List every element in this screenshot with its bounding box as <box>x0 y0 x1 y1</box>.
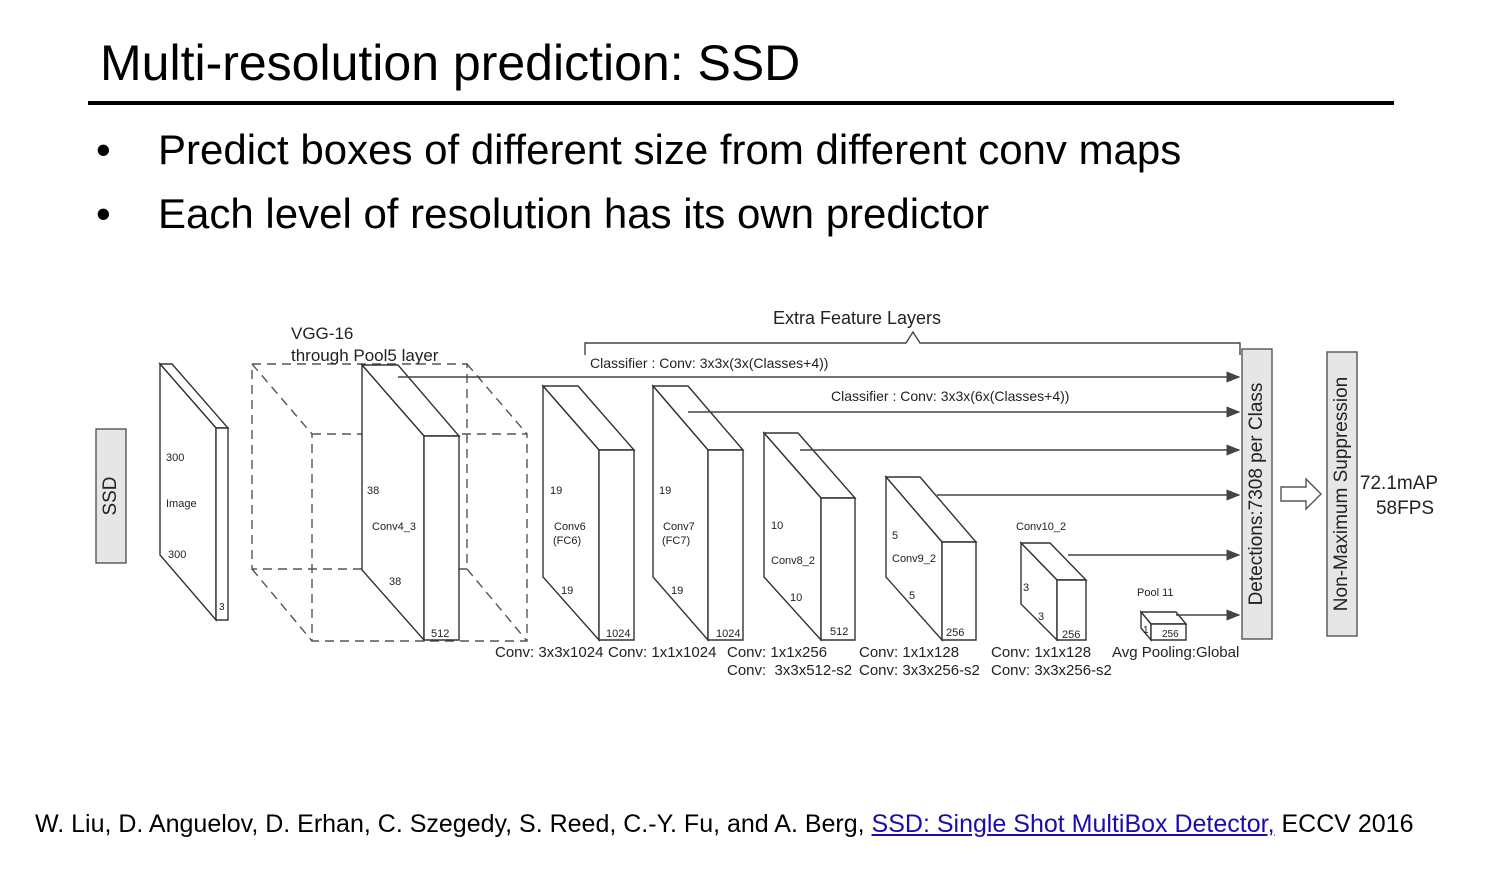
conv10-2-height-label: 3 <box>1023 582 1029 594</box>
nms-label: Non-Maximum Suppression <box>1331 377 1352 611</box>
op-label: Conv: 3x3x256-s2 <box>991 662 1112 679</box>
image-width-label: 300 <box>168 549 186 561</box>
bullet-item: • Predict boxes of different size from di… <box>96 118 1181 182</box>
conv9-2-block: 5 Conv9_2 5 256 <box>884 475 978 642</box>
nms-box <box>1326 351 1358 637</box>
image-block: 300 Image 300 3 <box>158 362 230 622</box>
conv7-width-label: 19 <box>671 585 683 597</box>
conv10-2-name-label: Conv10_2 <box>1016 521 1066 533</box>
conv7-height-label: 19 <box>659 485 671 497</box>
detections-label: Detections:7308 per Class <box>1246 383 1267 606</box>
bullet-list: • Predict boxes of different size from di… <box>96 118 1181 246</box>
pool11-size-label: 1 <box>1143 625 1149 636</box>
op-label: Conv: 3x3x1024 <box>495 644 603 661</box>
extra-layers-brace <box>584 330 1241 355</box>
vgg-label-line2: through Pool5 layer <box>291 346 439 365</box>
conv8-2-depth-label: 512 <box>830 626 848 638</box>
conv7-name2-label: (FC7) <box>662 535 690 547</box>
conv6-height-label: 19 <box>550 485 562 497</box>
ssd-label: SSD <box>100 476 121 515</box>
bullet-item: • Each level of resolution has its own pr… <box>96 182 1181 246</box>
citation-venue: ECCV 2016 <box>1281 810 1414 838</box>
classifier-label-2: Classifier : Conv: 3x3x(6x(Classes+4)) <box>831 388 1069 404</box>
op-label: Conv: 1x1x128 <box>859 644 959 661</box>
conv10-2-depth-label: 256 <box>1062 629 1080 641</box>
detections-box <box>1241 348 1273 640</box>
image-name-label: Image <box>166 498 197 510</box>
op-label: Conv: 1x1x1024 <box>608 644 716 661</box>
conv4-3-height-label: 38 <box>367 485 379 497</box>
bullet-text: Predict boxes of different size from dif… <box>158 126 1182 173</box>
conv6-block: 19 Conv6 (FC6) 19 1024 <box>541 384 636 642</box>
conv7-block: 19 Conv7 (FC7) 19 1024 <box>651 384 745 642</box>
conv9-2-depth-label: 256 <box>946 627 964 639</box>
conv8-2-width-label: 10 <box>790 592 802 604</box>
conv9-2-name-label: Conv9_2 <box>892 553 936 565</box>
conv6-name2-label: (FC6) <box>553 535 581 547</box>
slide-title: Multi-resolution prediction: SSD <box>100 35 801 91</box>
conv4-3-block: 38 Conv4_3 38 512 <box>360 363 461 642</box>
image-depth-label: 3 <box>219 602 225 613</box>
extra-layers-label: Extra Feature Layers <box>773 308 941 328</box>
conv4-3-depth-label: 512 <box>431 628 449 640</box>
conv6-name-label: Conv6 <box>554 521 586 533</box>
result-map: 72.1mAP <box>1360 473 1438 494</box>
op-label: Avg Pooling:Global <box>1112 644 1239 661</box>
ssd-label-box <box>95 428 127 564</box>
vgg-label-line1: VGG-16 <box>291 324 353 343</box>
conv8-2-name-label: Conv8_2 <box>771 555 815 567</box>
bullet-dot: • <box>96 126 111 173</box>
conv6-depth-label: 1024 <box>606 628 630 640</box>
op-label: Conv: 3x3x512-s2 <box>727 662 852 679</box>
result-fps: 58FPS <box>1376 498 1434 519</box>
bullet-dot: • <box>96 190 111 237</box>
citation-authors: W. Liu, D. Anguelov, D. Erhan, C. Szeged… <box>35 810 865 838</box>
conv7-name-label: Conv7 <box>663 521 695 533</box>
conv4-3-name-label: Conv4_3 <box>372 521 416 533</box>
pool11-block: Pool 11 1 256 <box>1137 587 1188 642</box>
citation: W. Liu, D. Anguelov, D. Erhan, C. Szeged… <box>35 806 1414 842</box>
conv10-2-block: Conv10_2 3 3 256 <box>1016 521 1088 642</box>
paper-link[interactable]: SSD: Single Shot MultiBox Detector, <box>871 810 1275 838</box>
bullet-text: Each level of resolution has its own pre… <box>158 190 990 237</box>
op-label: Conv: 1x1x256 <box>727 644 827 661</box>
conv9-2-width-label: 5 <box>909 590 915 602</box>
image-height-label: 300 <box>166 452 184 464</box>
title-underline <box>88 101 1394 105</box>
conv10-2-width-label: 3 <box>1038 611 1044 623</box>
conv8-2-block: 10 Conv8_2 10 512 <box>762 431 857 642</box>
conv9-2-height-label: 5 <box>892 530 898 542</box>
conv8-2-height-label: 10 <box>771 520 783 532</box>
op-label: Conv: 1x1x128 <box>991 644 1091 661</box>
pool11-name-label: Pool 11 <box>1137 587 1174 599</box>
op-label: Conv: 3x3x256-s2 <box>859 662 980 679</box>
conv6-width-label: 19 <box>561 585 573 597</box>
hollow-arrow <box>1280 477 1322 511</box>
classifier-label-1: Classifier : Conv: 3x3x(3x(Classes+4)) <box>590 355 828 371</box>
conv7-depth-label: 1024 <box>716 628 740 640</box>
conv4-3-width-label: 38 <box>389 576 401 588</box>
pool11-depth-label: 256 <box>1162 629 1179 640</box>
